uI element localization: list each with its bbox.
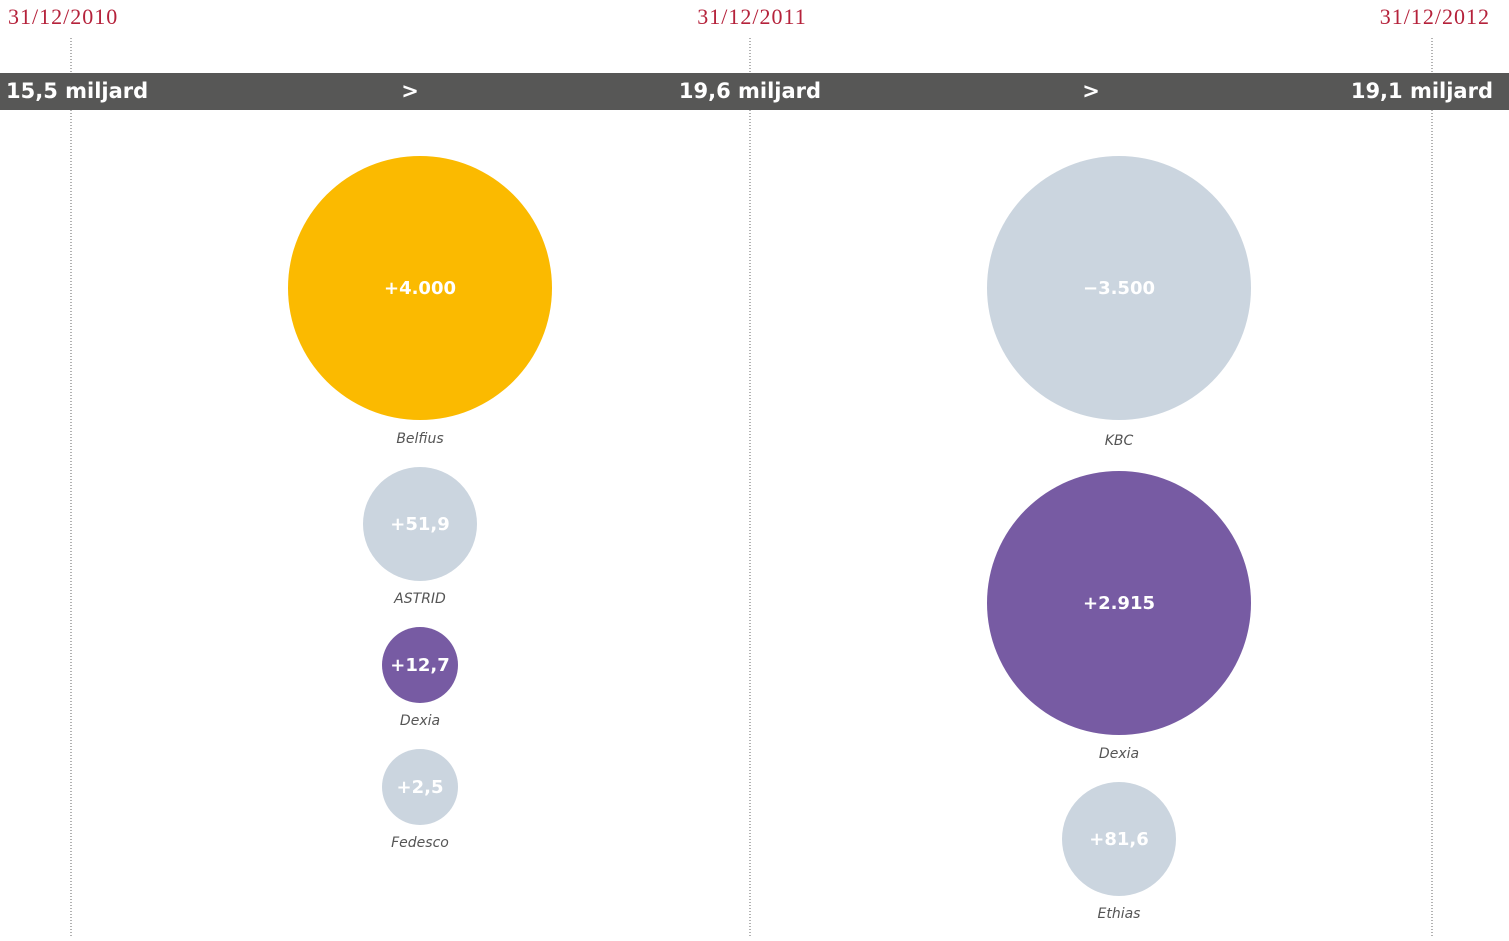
bubble-value: +4.000: [384, 278, 456, 299]
bubble-value: +2.915: [1083, 593, 1155, 614]
bubble-name: ASTRID: [393, 591, 446, 607]
bubble-name: Dexia: [1099, 746, 1139, 762]
date: 31/12/2012: [1380, 4, 1490, 29]
bubble: [363, 467, 477, 581]
bubble: [382, 749, 458, 825]
bubble-name: KBC: [1105, 433, 1134, 449]
arrow: >: [401, 79, 419, 103]
date: 31/12/2010: [8, 4, 118, 29]
bubble: [987, 156, 1251, 420]
bubble: [1062, 782, 1176, 896]
bubble: [987, 471, 1251, 735]
total: 19,1 miljard: [1351, 79, 1493, 103]
bubble-value: +2,5: [397, 777, 444, 798]
bubble: [382, 627, 458, 703]
bubble: [288, 156, 552, 420]
total-bar: [0, 73, 1509, 110]
bubble-value: +51,9: [390, 514, 450, 535]
bubble-name: Fedesco: [391, 835, 449, 851]
bubble-name: Ethias: [1098, 906, 1141, 922]
bubble-name: Dexia: [400, 713, 440, 729]
date: 31/12/2011: [697, 4, 806, 29]
total: 19,6 miljard: [679, 79, 821, 103]
bubble-name: Belfius: [396, 431, 443, 447]
arrow: >: [1082, 79, 1100, 103]
bubble-value: +81,6: [1089, 829, 1149, 850]
bubble-value: +12,7: [390, 655, 450, 676]
total: 15,5 miljard: [6, 79, 148, 103]
bubble-value: −3.500: [1083, 278, 1155, 299]
